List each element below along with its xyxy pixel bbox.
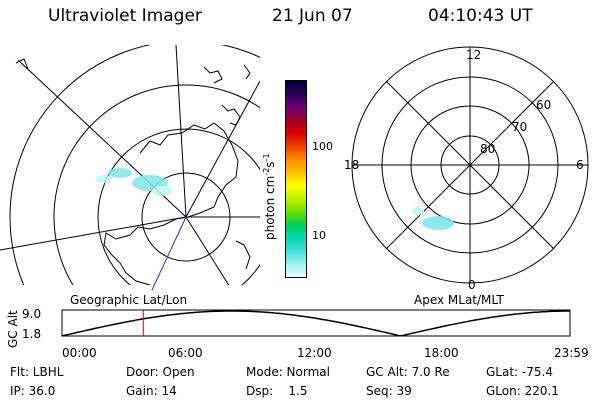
mode-label: Mode: Normal: [246, 365, 330, 379]
orbit-y-title: GC Alt: [6, 310, 20, 348]
apex-polar-plot: 12 18 6 0 60 70 80 Apex MLat/MLT: [344, 46, 589, 307]
flt-label: Flt: LBHL: [10, 365, 64, 379]
mlt-label-6: 6: [576, 158, 584, 172]
date-label: 21 Jun 07: [272, 6, 353, 26]
lat-circle-outer: [9, 45, 260, 285]
lat-circle-mid: [53, 84, 260, 285]
colorbar-unit-label: photon cm-2s-1: [262, 153, 277, 240]
instrument-title: Ultraviolet Imager: [48, 6, 202, 26]
colorbar-tick-10: 10: [312, 229, 326, 242]
mlt-label-0: 0: [468, 278, 476, 292]
mlt-label-18: 18: [344, 158, 359, 172]
mlat-label-60: 60: [536, 98, 551, 112]
altitude-curve: [61, 310, 570, 337]
left-map-label: Geographic Lat/Lon: [70, 293, 187, 307]
orbit-x-tick-1200: 12:00: [297, 346, 332, 360]
geographic-map: Geographic Lat/Lon: [0, 45, 260, 307]
mlat-label-80: 80: [480, 142, 495, 156]
lat-circle-inner1: [97, 128, 260, 285]
right-map-label: Apex MLat/MLT: [414, 293, 504, 307]
satellite-track: [151, 216, 187, 291]
colorbar-tick-100: 100: [312, 140, 333, 153]
ip-label: IP: 36.0: [10, 384, 56, 398]
auroral-emission: [96, 168, 172, 196]
orbit-y-tick-9: 9.0: [22, 307, 42, 321]
door-label: Door: Open: [126, 365, 195, 379]
gc-alt-label: GC Alt: 7.0 Re: [366, 365, 450, 379]
gain-label: Gain: 14: [126, 384, 177, 398]
mlat-label-70: 70: [512, 120, 527, 134]
glat-label: GLat: -75.4: [486, 365, 553, 379]
dsp-label: Dsp: 1.5: [246, 384, 308, 398]
apex-auroral-emission: [412, 207, 454, 230]
orbit-y-tick-1.8: 1.8: [22, 327, 42, 341]
orbit-x-tick-0600: 06:00: [168, 346, 203, 360]
seq-label: Seq: 39: [366, 384, 412, 398]
time-label: 04:10:43 UT: [428, 6, 533, 26]
orbit-x-tick-1800: 18:00: [424, 346, 459, 360]
mlt-label-12: 12: [466, 48, 481, 62]
orbit-x-tick-0000: 00:00: [62, 346, 97, 360]
colorbar: [285, 80, 307, 278]
orbit-x-tick-2359: 23:59: [554, 346, 589, 360]
orbit-altitude-plot: [61, 309, 571, 337]
glon-label: GLon: 220.1: [486, 384, 559, 398]
